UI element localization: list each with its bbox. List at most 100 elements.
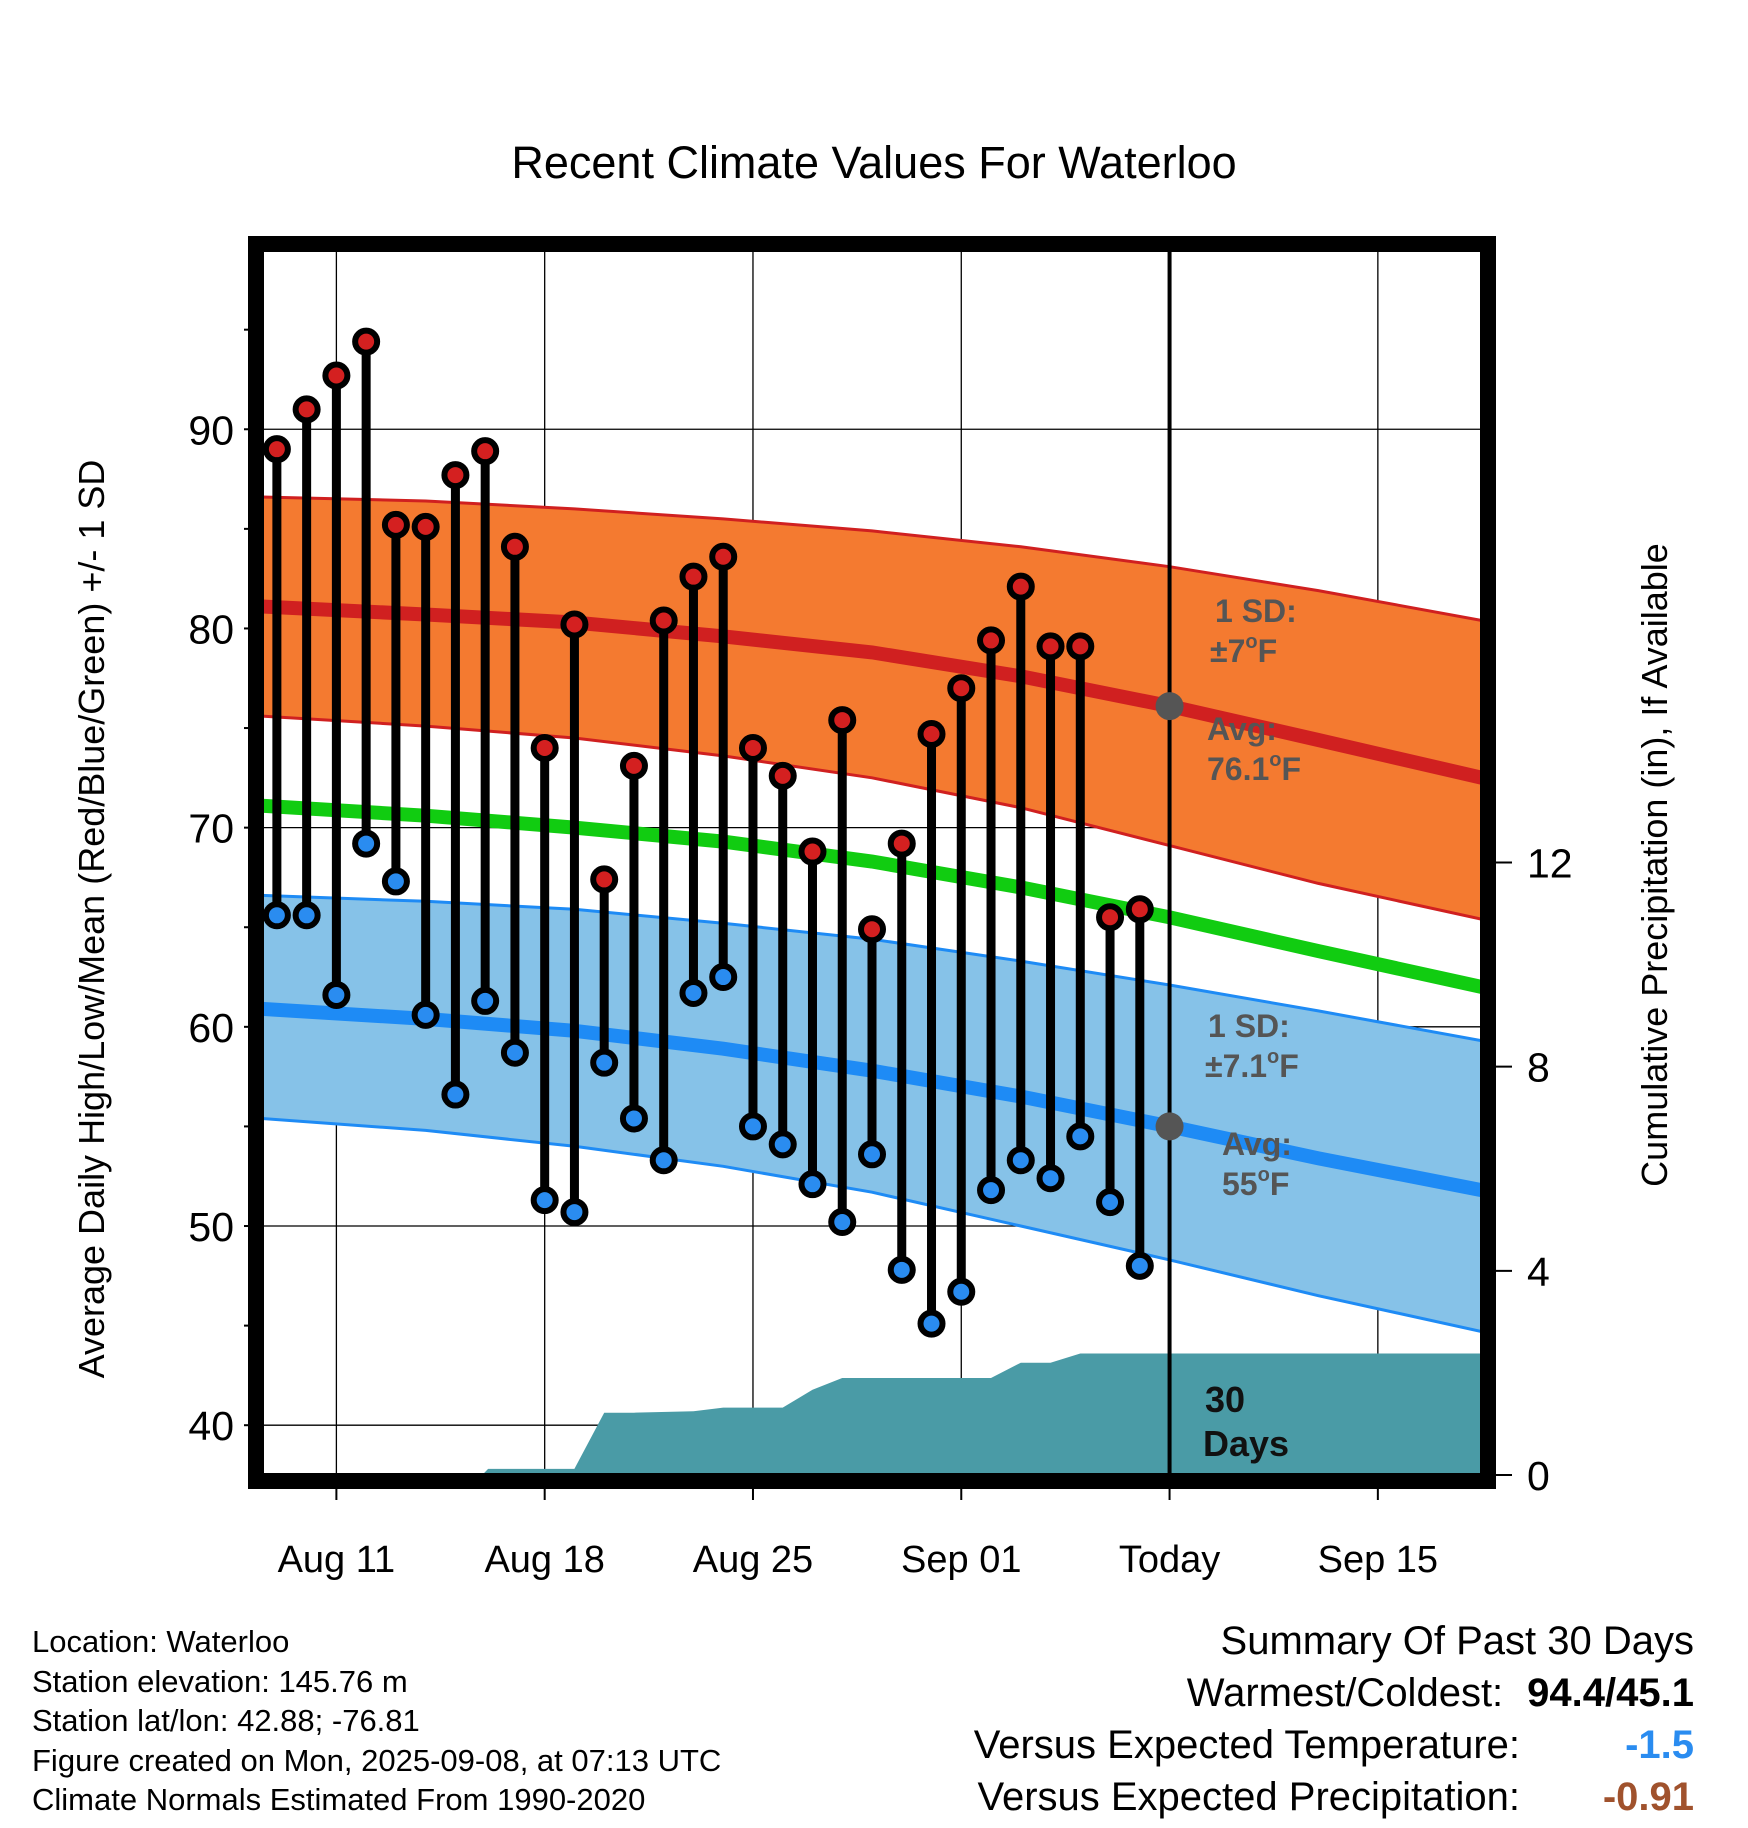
summary-panel: Summary Of Past 30 Days Warmest/Coldest:… [974,1615,1694,1823]
obs-low-point [590,1048,619,1077]
obs-low-point [828,1208,857,1237]
cumulative-precip-area [262,1353,1482,1475]
x-tick-label: Sep 01 [901,1539,1021,1581]
obs-low-point [560,1198,589,1227]
obs-low-point [887,1255,916,1284]
obs-high-point [381,510,410,539]
summary-precip-value: -0.91 [1602,1775,1694,1819]
obs-high-point [530,733,559,762]
low-sd-label: 1 SD: [1208,1008,1290,1044]
x-tick-label: Aug 18 [484,1539,604,1581]
obs-low-point [768,1130,797,1159]
obs-low-point [1006,1146,1035,1175]
today-low-normal-marker [1155,1112,1184,1141]
y-axis-label-right: Cumulative Precipitation (in), If Availa… [1634,543,1675,1187]
obs-high-point [322,361,351,390]
y2-tick-label: 0 [1527,1453,1550,1499]
y-tick-label: 40 [188,1403,234,1449]
obs-high-point [619,751,648,780]
obs-low-point [322,980,351,1009]
obs-low-point [679,978,708,1007]
low-avg-value: 55oF [1222,1164,1289,1202]
obs-high-point [649,606,678,635]
station-info: Location: Waterloo Station elevation: 14… [32,1622,721,1820]
info-latlon: Station lat/lon: 42.88; -76.81 [32,1703,420,1738]
obs-high-point [977,626,1006,655]
x-axis-label: Day [842,1592,906,1600]
window-days-label: Days [1203,1423,1289,1464]
obs-high-point [798,837,827,866]
y-tick-label: 90 [188,407,234,453]
obs-high-point [709,542,738,571]
y2-tick-label: 4 [1527,1249,1550,1295]
obs-high-point [858,915,886,944]
y-tick-label: 80 [188,606,234,652]
summary-warmest-value: 94.4/45.1 [1527,1671,1694,1715]
x-tick-label: Aug 11 [278,1539,396,1581]
high-band-lower-edge [262,714,1482,921]
high-sd-value: ±7oF [1210,631,1277,669]
obs-low-point [649,1146,678,1175]
obs-high-point [352,327,381,356]
obs-high-point [292,395,321,424]
summary-warmest-label: Warmest/Coldest: [1186,1671,1504,1715]
info-normals: Climate Normals Estimated From 1990-2020 [32,1782,646,1817]
obs-high-point [1125,895,1154,924]
plot-frame [248,236,1496,1489]
summary-temp-row: Versus Expected Temperature: -1.5 [974,1719,1694,1771]
window-number-label: 30 [1205,1379,1245,1420]
x-tick-label: Sep 15 [1318,1539,1438,1581]
obs-low-point [381,867,410,896]
obs-low-point [441,1080,470,1109]
obs-low-point [500,1038,529,1067]
summary-precip-row: Versus Expected Precipitation: -0.91 [974,1771,1694,1823]
obs-low-point [947,1277,976,1306]
obs-high-point [917,720,946,749]
info-location: Location: Waterloo [32,1624,290,1659]
summary-temp-value: -1.5 [1625,1723,1694,1767]
obs-high-point [262,435,291,464]
obs-high-point [560,610,589,639]
low-sd-value: ±7.1oF [1205,1046,1299,1084]
normal-high-line [262,599,1482,785]
obs-high-point [411,512,440,541]
obs-low-point [1096,1188,1125,1217]
normal-mean-line [262,798,1482,994]
obs-high-point [768,761,797,790]
low-band-lower-edge [262,1117,1482,1334]
obs-high-point [1006,572,1035,601]
obs-low-point [1125,1251,1154,1280]
obs-high-point [738,733,767,762]
obs-low-point [738,1112,767,1141]
today-high-normal-marker [1155,692,1184,721]
high-avg-label: Avg: [1207,711,1277,747]
obs-low-point [1066,1122,1095,1151]
obs-high-point [947,674,976,703]
y2-tick-label: 12 [1527,841,1573,887]
obs-low-point [858,1140,886,1169]
obs-high-point [1096,903,1125,932]
obs-low-point [917,1309,946,1338]
obs-high-point [441,461,470,490]
chart-title: Recent Climate Values For Waterloo [511,137,1236,188]
y-tick-label: 70 [188,806,234,852]
obs-high-point [471,437,500,466]
summary-precip-label: Versus Expected Precipitation: [977,1775,1520,1819]
summary-temp-label: Versus Expected Temperature: [973,1723,1520,1767]
obs-high-point [500,532,529,561]
obs-high-point [887,829,916,858]
obs-low-point [411,1000,440,1029]
info-created: Figure created on Mon, 2025-09-08, at 07… [32,1742,722,1778]
obs-low-point [530,1186,559,1215]
obs-low-point [352,829,381,858]
y-tick-label: 50 [188,1204,234,1250]
y-tick-label: 60 [188,1005,234,1051]
summary-title: Summary Of Past 30 Days [1220,1619,1694,1663]
obs-low-point [262,901,291,930]
obs-low-point [619,1104,648,1133]
high-sd-band [262,497,1482,920]
high-avg-value: 76.1oF [1207,749,1301,787]
low-avg-label: Avg: [1222,1126,1292,1162]
summary-warmest-row: Warmest/Coldest: 94.4/45.1 [974,1667,1694,1719]
